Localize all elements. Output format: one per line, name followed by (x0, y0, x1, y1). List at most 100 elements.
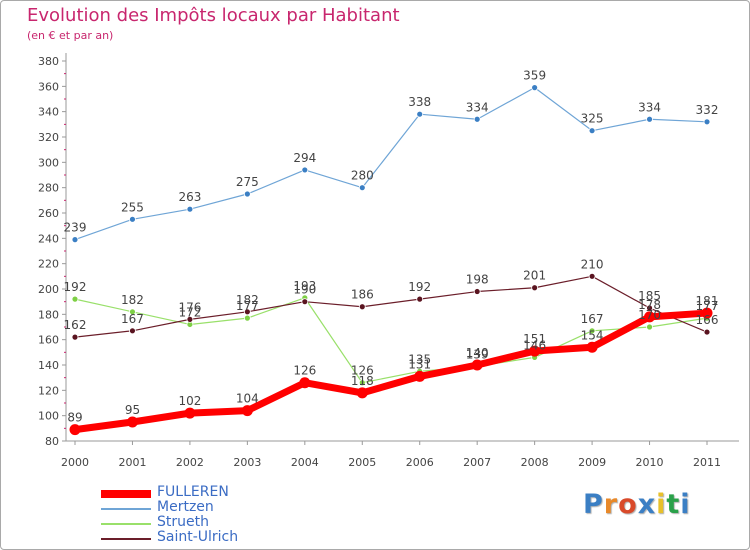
data-point (473, 288, 481, 295)
legend-swatch (101, 523, 151, 525)
data-point (129, 308, 136, 316)
data-label: 135 (408, 352, 431, 366)
legend-swatch (101, 490, 151, 498)
logo-letter: x (637, 489, 657, 520)
data-label: 118 (351, 374, 374, 388)
logo-letter: t (666, 489, 681, 520)
data-point (588, 272, 596, 280)
data-point (186, 205, 194, 213)
data-label: 192 (408, 280, 431, 294)
data-label: 182 (236, 293, 259, 307)
data-point (416, 110, 424, 118)
data-label: 263 (178, 190, 201, 204)
data-point (71, 333, 79, 341)
data-point (243, 190, 251, 198)
series-line-mertzen (74, 86, 708, 241)
data-point (529, 345, 541, 357)
y-tick-label: 360 (38, 80, 59, 93)
data-label: 166 (696, 313, 719, 327)
data-label: 332 (696, 103, 719, 117)
data-label: 126 (351, 364, 374, 378)
y-tick-label: 260 (38, 207, 59, 220)
y-tick-label: 120 (38, 384, 59, 397)
legend-swatch (101, 538, 151, 540)
data-point (473, 115, 481, 123)
logo-letter: i (680, 489, 691, 520)
data-point (416, 295, 424, 303)
data-label: 139 (466, 347, 489, 361)
data-point (588, 327, 596, 335)
data-label: 359 (523, 69, 546, 83)
data-point (703, 328, 711, 336)
chart-title: Evolution des Impôts locaux par Habitant (27, 5, 400, 26)
data-label: 190 (293, 283, 316, 297)
x-tick-label: 2000 (61, 456, 89, 469)
y-tick-label: 280 (38, 182, 59, 195)
logo-letter: r (603, 489, 619, 520)
data-point (241, 405, 253, 417)
y-tick-label: 300 (38, 156, 59, 169)
data-point (703, 118, 711, 126)
data-point (301, 166, 309, 174)
data-label: 192 (64, 280, 87, 294)
data-label: 334 (466, 100, 489, 114)
data-label: 255 (121, 200, 144, 214)
data-label: 294 (293, 151, 316, 165)
x-tick-label: 2005 (348, 456, 376, 469)
data-label: 239 (64, 221, 87, 235)
y-tick-label: 380 (38, 55, 59, 68)
legend-swatch (101, 508, 151, 510)
data-label: 280 (351, 169, 374, 183)
data-label: 102 (178, 394, 201, 408)
data-label: 95 (125, 403, 140, 417)
data-label: 140 (466, 346, 489, 360)
legend-label: Strueth (157, 514, 209, 530)
data-label: 126 (293, 364, 316, 378)
data-point (186, 315, 194, 323)
data-point (129, 327, 136, 335)
data-point (586, 341, 598, 353)
logo-letter: i (656, 489, 667, 520)
series-line-fulleren (71, 309, 711, 434)
data-point (71, 236, 79, 244)
legend-label: Mertzen (157, 499, 214, 515)
data-point (358, 379, 366, 387)
series-line-strueth (74, 297, 708, 384)
data-label: 182 (121, 293, 144, 307)
x-tick-label: 2003 (233, 456, 261, 469)
y-tick-label: 80 (45, 435, 59, 448)
data-label: 185 (638, 289, 661, 303)
data-label: 186 (351, 288, 374, 302)
data-label: 275 (236, 175, 259, 189)
data-point (299, 377, 311, 389)
legend-label: FULLEREN (157, 484, 229, 500)
x-tick-label: 2001 (118, 456, 146, 469)
y-tick-label: 160 (38, 334, 59, 347)
legend-label: Saint-Ulrich (157, 529, 239, 545)
x-tick-label: 2002 (176, 456, 204, 469)
data-label: 210 (581, 257, 604, 271)
data-point (531, 84, 539, 91)
data-label: 131 (408, 357, 431, 371)
data-point (129, 215, 136, 223)
data-point (358, 303, 366, 311)
proxiti-logo: Proxiti (583, 489, 691, 520)
series-line-saint-ulrich (74, 275, 708, 338)
data-label: 151 (523, 332, 546, 346)
y-tick-label: 100 (38, 410, 59, 423)
data-point (184, 407, 196, 419)
y-tick-label: 240 (38, 232, 59, 245)
data-point (243, 314, 251, 322)
data-label: 201 (523, 269, 546, 283)
data-label: 167 (121, 312, 144, 326)
y-tick-label: 320 (38, 131, 59, 144)
data-label: 162 (64, 318, 87, 332)
data-label: 334 (638, 100, 661, 114)
data-label: 338 (408, 95, 431, 109)
x-tick-label: 2011 (693, 456, 721, 469)
data-label: 193 (293, 279, 316, 293)
x-tick-label: 2010 (636, 456, 664, 469)
data-point (531, 284, 539, 292)
